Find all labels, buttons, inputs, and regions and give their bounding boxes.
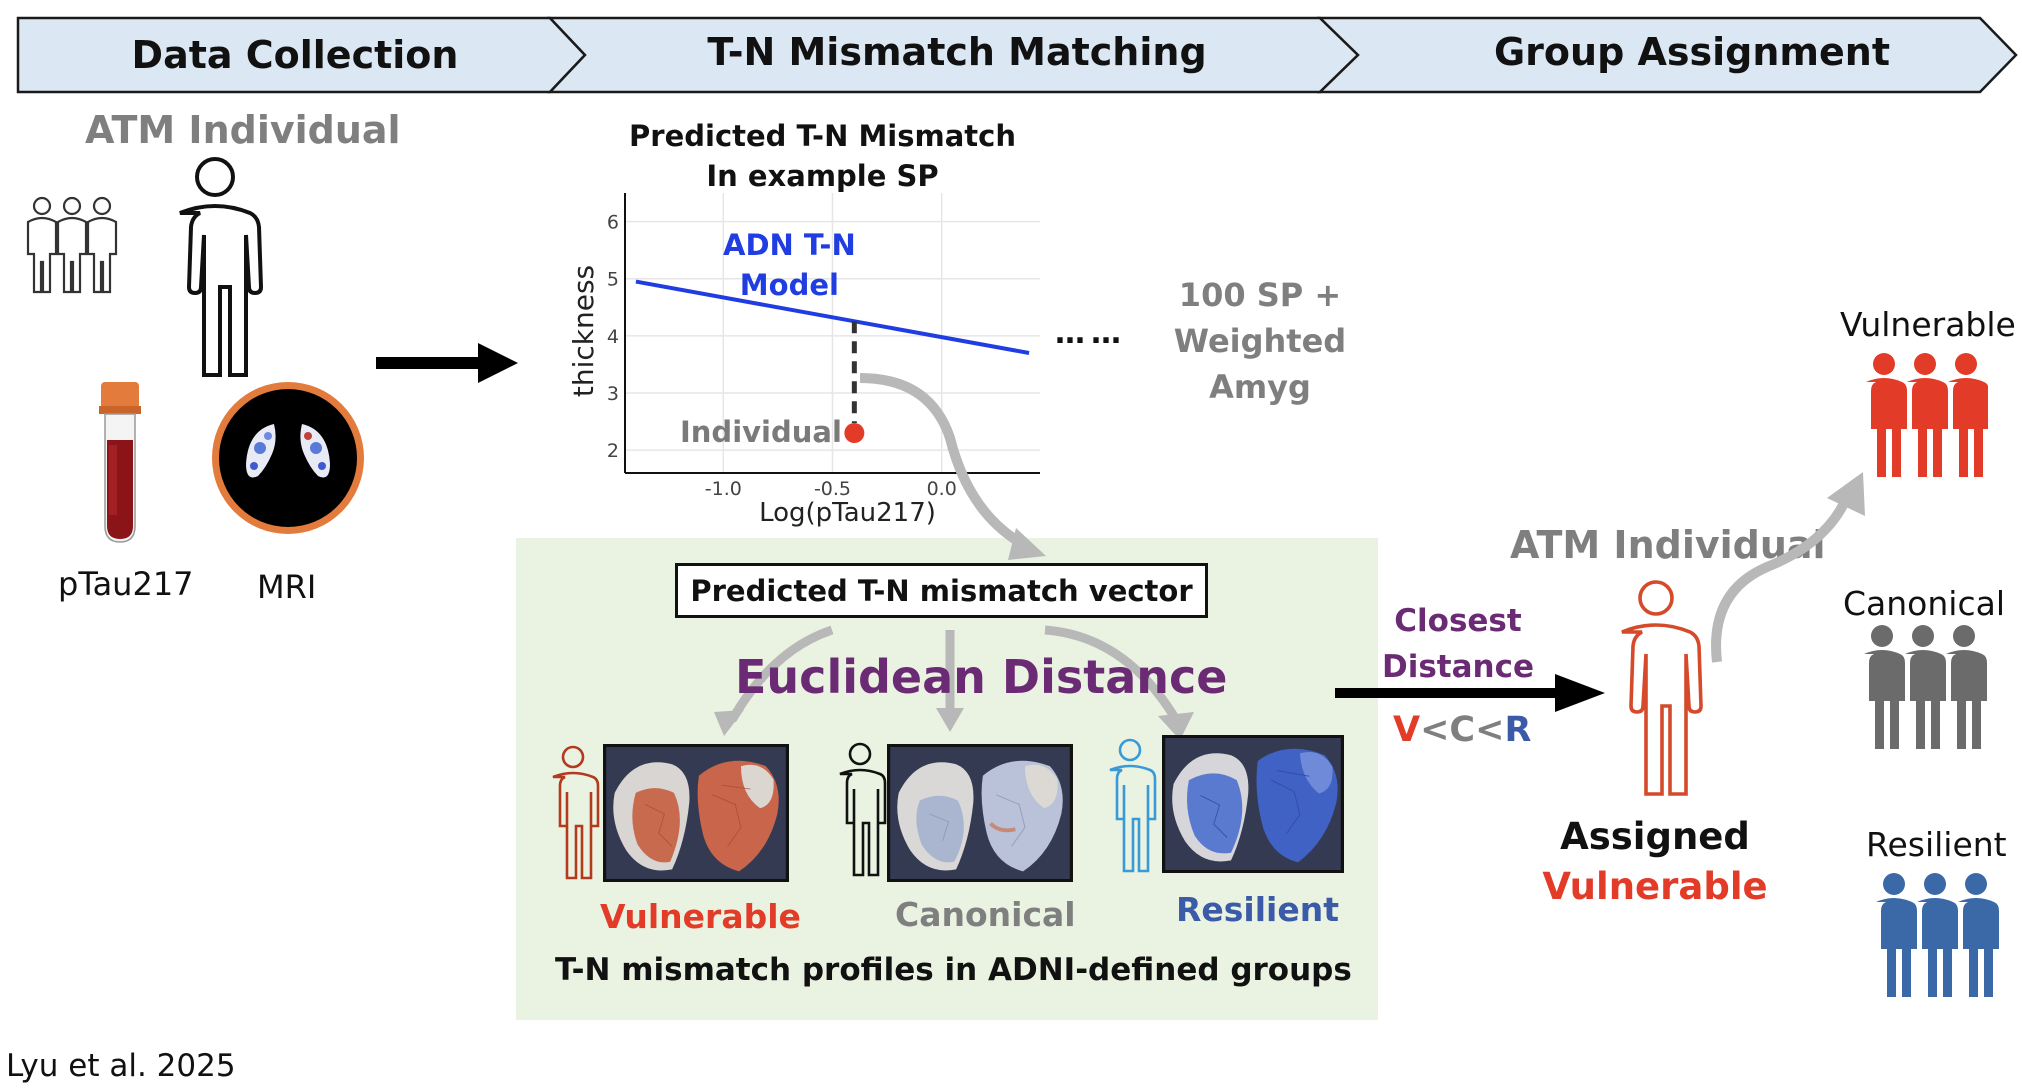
individual-point	[844, 423, 865, 443]
sp-note-line3: Amyg	[1209, 368, 1311, 406]
order-lt1: <	[1420, 710, 1450, 750]
order-lt2: <	[1475, 710, 1505, 750]
stage-arrow-group-assignment	[1316, 16, 2018, 94]
individual-label: Individual	[680, 415, 842, 449]
group-label-canonical: Canonical	[1843, 584, 2005, 623]
order-v: V	[1393, 710, 1421, 750]
closest-distance-label: Closest Distance	[1378, 598, 1538, 690]
y-tick-label: 4	[607, 326, 619, 348]
order-c: C	[1449, 710, 1476, 750]
y-tick-label: 6	[607, 212, 619, 234]
vulnerable-group-icon	[1866, 353, 1988, 477]
y-axis-label: thickness	[567, 265, 600, 397]
mri-brain-icon	[212, 382, 364, 534]
ptau-label: pTau217	[58, 565, 194, 603]
model-label: ADN T-N Model	[723, 225, 856, 305]
arrow-to-vulnerable-group	[1711, 472, 1865, 663]
distance-order: V<C<R	[1393, 710, 1531, 750]
sp-note: 100 SP + Weighted Amyg	[1160, 272, 1360, 410]
sp-note-line1: 100 SP +	[1178, 276, 1342, 314]
person-vulnerable-outline-icon	[552, 745, 600, 880]
profile-label-resilient: Resilient	[1176, 890, 1340, 929]
person-resilient-outline-icon	[1109, 738, 1157, 873]
resilient-group-icon	[1876, 873, 1999, 997]
resilient-profile-image	[1162, 735, 1344, 873]
stage-label-mismatch-matching: T-N Mismatch Matching	[707, 30, 1207, 74]
stage-label-group-assignment: Group Assignment	[1493, 30, 1891, 74]
model-line	[635, 279, 1030, 355]
arrow-to-vector	[859, 373, 1046, 560]
euclidean-label: Euclidean Distance	[735, 650, 1228, 704]
order-r: R	[1504, 710, 1532, 750]
citation: Lyu et al. 2025	[6, 1048, 236, 1084]
arrow-to-assigned	[1335, 674, 1605, 712]
sp-note-line2: Weighted	[1173, 322, 1347, 360]
x-tick-label: -1.0	[705, 478, 742, 500]
profile-label-vulnerable: Vulnerable	[600, 897, 801, 936]
y-tick-label: 5	[607, 269, 619, 291]
closest-line2: Distance	[1381, 649, 1535, 685]
profiles-caption: T-N mismatch profiles in ADNI-defined gr…	[555, 952, 1352, 988]
closest-line1: Closest	[1394, 603, 1522, 639]
person-canonical-outline-icon	[839, 742, 887, 877]
assigned-result: Assigned Vulnerable	[1540, 812, 1770, 912]
stage-label-data-collection: Data Collection	[131, 33, 459, 77]
plot-title-line1: Predicted T-N Mismatch	[629, 119, 1016, 153]
atm-individual-label: ATM Individual	[85, 108, 401, 152]
stage-banner	[16, 16, 2018, 94]
mri-label: MRI	[257, 568, 317, 606]
plot-title-line2: In example SP	[706, 159, 939, 193]
assigned-group-label: Vulnerable	[1542, 865, 1768, 908]
profile-label-canonical: Canonical	[895, 895, 1076, 934]
assigned-person-icon	[1621, 580, 1703, 796]
x-tick-label: 0.0	[927, 478, 957, 500]
ellipsis-dots: ……	[1055, 316, 1127, 351]
y-tick-label: 3	[607, 383, 619, 405]
model-label-line1: ADN T-N	[723, 228, 856, 262]
vulnerable-profile-image	[603, 744, 789, 882]
y-tick-label: 2	[607, 440, 619, 462]
assigned-label: Assigned	[1560, 815, 1750, 858]
chart-marks	[635, 279, 1030, 443]
atm-person-icon	[179, 157, 264, 377]
canonical-group-icon	[1864, 625, 1987, 749]
model-label-line2: Model	[739, 268, 839, 302]
plot-title: Predicted T-N Mismatch In example SP	[620, 116, 1025, 196]
distance-arrows	[714, 625, 1194, 740]
canonical-profile-image	[887, 744, 1073, 882]
group-label-vulnerable: Vulnerable	[1840, 305, 2016, 344]
blood-tube-icon	[99, 382, 141, 543]
x-axis-label: Log(pTau217)	[759, 498, 936, 528]
x-tick-label: -0.5	[814, 478, 851, 500]
arrow-to-plot	[376, 343, 518, 383]
population-icon	[26, 196, 118, 294]
vector-box: Predicted T-N mismatch vector	[675, 563, 1208, 618]
group-label-resilient: Resilient	[1866, 825, 2007, 864]
